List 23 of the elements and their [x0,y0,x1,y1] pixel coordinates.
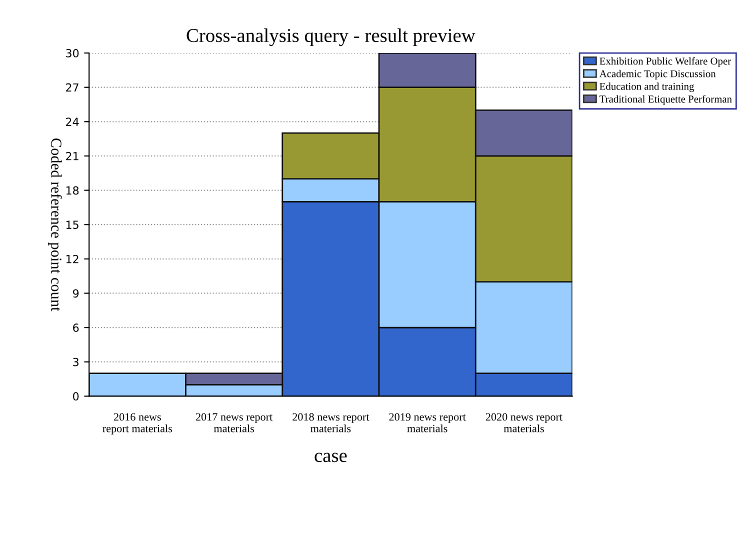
legend-label: Traditional Etiquette Performan [600,95,732,105]
x-axis-title: case [314,452,347,462]
x-tick-label: 2017 news report materials [196,413,273,432]
chart-title: Cross-analysis query - result preview [186,28,476,46]
y-tick-label: 3 [73,358,78,366]
y-tick-label: 0 [73,392,79,401]
y-tick-label: 12 [66,254,78,264]
legend-label: Education and training [600,82,694,92]
y-tick-label: 24 [66,118,79,126]
y-tick-label: 6 [73,324,79,332]
y-tick-label: 27 [66,83,78,92]
y-tick-label: 30 [66,48,79,58]
x-tick-label: 2020 news report materials [486,413,562,432]
x-tick-label: 2019 news report materials [389,413,466,432]
y-tick-label: 18 [66,186,79,195]
y-tick-label: 15 [66,220,78,229]
legend-label: Exhibition Public Welfare Oper [600,57,731,67]
legend-label: Academic Topic Discussion [599,70,716,80]
y-axis-title: Coded reference point count [48,138,62,312]
y-tick-label: 9 [73,289,79,298]
x-tick-label: 2016 news report materials [102,413,172,435]
y-tick-label: 21 [66,152,78,160]
x-tick-label: 2018 news report materials [292,413,370,432]
